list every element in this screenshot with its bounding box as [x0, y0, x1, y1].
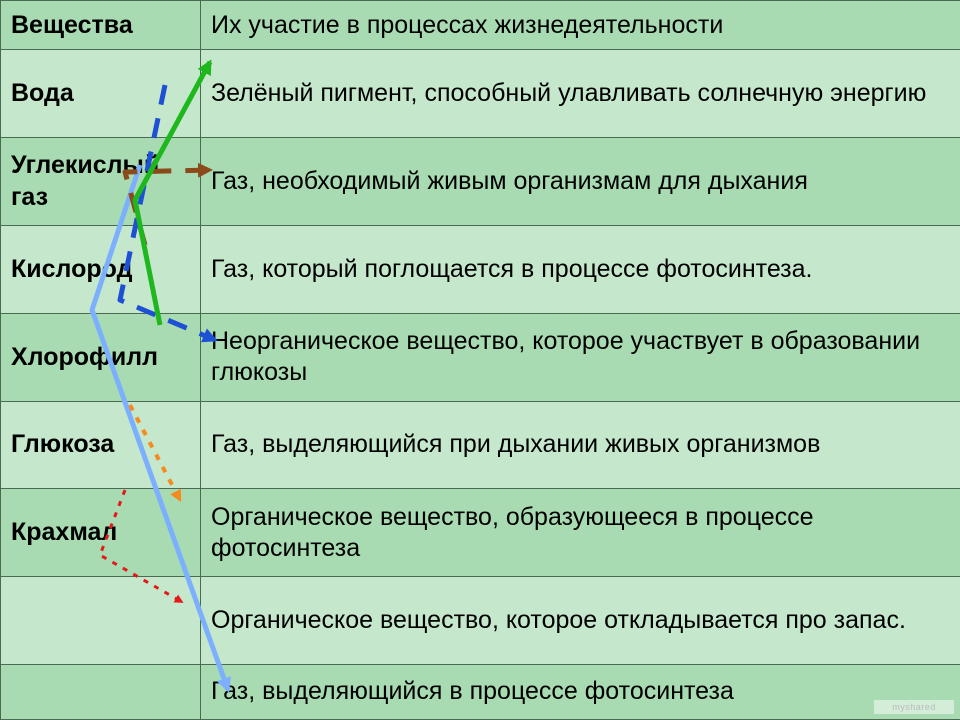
- description-cell: Их участие в процессах жизнедеятельности: [201, 1, 960, 50]
- description-cell: Газ, выделяющийся в процессе фотосинтеза: [201, 665, 960, 720]
- substance-cell: [1, 665, 201, 720]
- substance-cell: Хлорофилл: [1, 313, 201, 401]
- substance-cell: Вещества: [1, 1, 201, 50]
- description-cell: Неорганическое вещество, которое участву…: [201, 313, 960, 401]
- table-row: ВодаЗелёный пигмент, способный улавливат…: [1, 50, 960, 138]
- table-row: ВеществаИх участие в процессах жизнедеят…: [1, 1, 960, 50]
- table-row: ГлюкозаГаз, выделяющийся при дыхании жив…: [1, 401, 960, 489]
- table-row: КрахмалОрганическое вещество, образующее…: [1, 489, 960, 577]
- description-cell: Газ, необходимый живым организмам для ды…: [201, 138, 960, 226]
- description-cell: Органическое вещество, образующееся в пр…: [201, 489, 960, 577]
- substance-cell: Вода: [1, 50, 201, 138]
- table-row: КислородГаз, который поглощается в проце…: [1, 226, 960, 314]
- substance-cell: Углекислый газ: [1, 138, 201, 226]
- table-row: ХлорофиллНеорганическое вещество, которо…: [1, 313, 960, 401]
- substance-cell: [1, 577, 201, 665]
- description-cell: Газ, выделяющийся при дыхании живых орга…: [201, 401, 960, 489]
- description-cell: Газ, который поглощается в процессе фото…: [201, 226, 960, 314]
- table-row: Газ, выделяющийся в процессе фотосинтеза: [1, 665, 960, 720]
- substance-cell: Глюкоза: [1, 401, 201, 489]
- watermark-logo: myshared: [874, 700, 954, 714]
- substance-cell: Кислород: [1, 226, 201, 314]
- table-row: Углекислый газГаз, необходимый живым орг…: [1, 138, 960, 226]
- substances-table: ВеществаИх участие в процессах жизнедеят…: [0, 0, 960, 720]
- substance-cell: Крахмал: [1, 489, 201, 577]
- description-cell: Зелёный пигмент, способный улавливать со…: [201, 50, 960, 138]
- description-cell: Органическое вещество, которое откладыва…: [201, 577, 960, 665]
- substances-table-container: ВеществаИх участие в процессах жизнедеят…: [0, 0, 960, 720]
- table-row: Органическое вещество, которое откладыва…: [1, 577, 960, 665]
